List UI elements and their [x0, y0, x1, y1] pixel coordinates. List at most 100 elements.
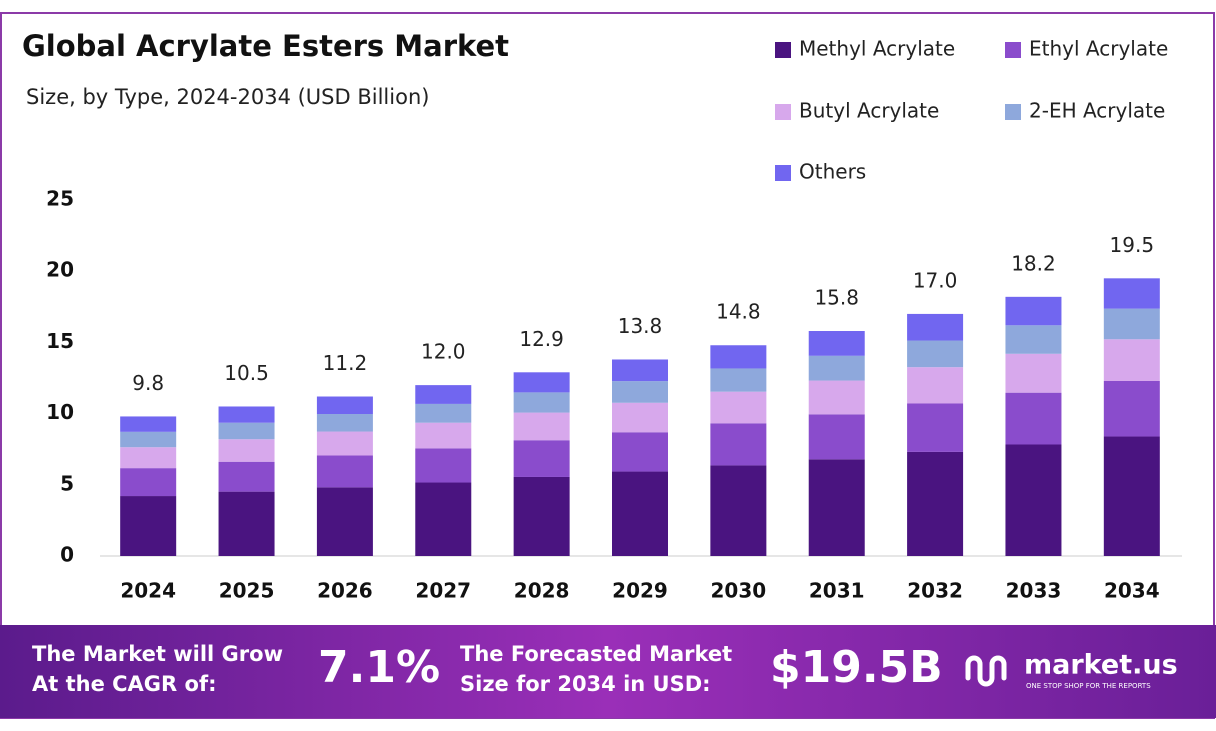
- bar-segment: [218, 491, 275, 556]
- bar-segment: [513, 412, 570, 441]
- x-tick-label: 2033: [1006, 579, 1062, 603]
- bar-segment: [415, 448, 472, 483]
- y-tick-label: 20: [46, 258, 74, 282]
- x-tick-label: 2024: [120, 579, 176, 603]
- x-tick-label: 2026: [317, 579, 373, 603]
- total-label: 11.2: [323, 351, 368, 375]
- bar-segment: [612, 381, 668, 403]
- bar-segment: [1005, 325, 1062, 354]
- chart-subtitle: Size, by Type, 2024-2034 (USD Billion): [26, 85, 429, 109]
- brand-logo: [965, 655, 1007, 687]
- bar-segment: [316, 455, 373, 488]
- x-tick-label: 2025: [219, 579, 275, 603]
- bar-segment: [1005, 353, 1062, 393]
- y-tick-label: 10: [46, 400, 74, 424]
- bar-segment: [316, 414, 373, 432]
- bar-segment: [612, 402, 668, 433]
- x-tick-label: 2028: [514, 579, 570, 603]
- bar-segment: [907, 340, 964, 368]
- footer-text: At the CAGR of:: [32, 672, 217, 696]
- legend-label: Ethyl Acrylate: [1029, 37, 1168, 61]
- bar-segment: [1103, 380, 1160, 437]
- bar-segment: [612, 471, 668, 556]
- bar-segment: [120, 468, 177, 497]
- bar-segment: [710, 391, 767, 424]
- total-label: 12.9: [519, 327, 564, 351]
- bar-segment: [1005, 444, 1062, 556]
- bar-segment: [415, 422, 472, 449]
- bar-segment: [316, 487, 373, 556]
- brand-tagline: ONE STOP SHOP FOR THE REPORTS: [1026, 682, 1151, 690]
- bar-segment: [612, 432, 668, 472]
- y-tick-label: 0: [60, 543, 74, 567]
- bar-segment: [415, 385, 472, 404]
- bar-segment: [1005, 296, 1062, 326]
- total-label: 18.2: [1011, 251, 1056, 275]
- bar-segment: [120, 416, 177, 432]
- footer-banner: [0, 625, 1216, 718]
- footer-text: Size for 2034 in USD:: [460, 672, 711, 696]
- brand: market.us: [1024, 650, 1178, 681]
- bar-segment: [808, 331, 865, 356]
- legend-swatch: [775, 42, 791, 58]
- bar-segment: [710, 345, 767, 369]
- bar-segment: [316, 396, 373, 415]
- total-label: 9.8: [132, 371, 164, 395]
- bar-segment: [612, 359, 668, 382]
- x-tick-label: 2034: [1104, 579, 1160, 603]
- legend-swatch: [775, 104, 791, 120]
- x-tick-label: 2031: [809, 579, 865, 603]
- total-label: 13.8: [618, 314, 663, 338]
- total-label: 14.8: [716, 300, 761, 324]
- bar-segment: [120, 496, 177, 556]
- bar-segment: [1103, 308, 1160, 340]
- bar-segment: [415, 482, 472, 556]
- x-tick-label: 2032: [907, 579, 963, 603]
- bar-segment: [710, 465, 767, 556]
- bar-segment: [120, 447, 177, 469]
- bar-segment: [710, 368, 767, 392]
- bar-segment: [218, 422, 275, 440]
- bar-segment: [808, 459, 865, 556]
- legend-label: Others: [799, 160, 866, 184]
- bar-segment: [218, 406, 275, 423]
- bar-segment: [218, 439, 275, 462]
- legend-label: 2-EH Acrylate: [1029, 99, 1165, 123]
- chart-title: Global Acrylate Esters Market: [22, 29, 509, 63]
- footer-text: The Market will Grow: [32, 642, 283, 666]
- forecast-value: $19.5B: [770, 642, 943, 693]
- bar-segment: [513, 392, 570, 413]
- legend-label: Butyl Acrylate: [799, 99, 939, 123]
- bar-segment: [513, 476, 570, 556]
- bar-segment: [808, 355, 865, 381]
- x-tick-label: 2029: [612, 579, 668, 603]
- cagr-value: 7.1%: [318, 642, 440, 693]
- bar-segment: [1103, 278, 1160, 309]
- bar-segment: [710, 423, 767, 466]
- bar-segment: [415, 403, 472, 423]
- bar-segment: [1103, 436, 1160, 556]
- bar-segment: [1005, 392, 1062, 445]
- bar-segment: [808, 380, 865, 415]
- y-tick-label: 25: [46, 187, 74, 211]
- x-tick-label: 2030: [711, 579, 767, 603]
- x-tick-label: 2027: [415, 579, 471, 603]
- legend-swatch: [1005, 42, 1021, 58]
- bar-segment: [218, 461, 275, 492]
- total-label: 19.5: [1110, 233, 1155, 257]
- bar-segment: [808, 414, 865, 460]
- total-label: 12.0: [421, 340, 466, 364]
- y-tick-label: 5: [60, 471, 74, 495]
- bar-segment: [907, 403, 964, 452]
- bar-segment: [316, 431, 373, 456]
- legend-label: Methyl Acrylate: [799, 37, 955, 61]
- legend-swatch: [1005, 104, 1021, 120]
- total-label: 10.5: [224, 361, 269, 385]
- bar-segment: [513, 372, 570, 393]
- bar-segment: [1103, 339, 1160, 381]
- bar-segment: [907, 451, 964, 556]
- bar-segment: [907, 313, 964, 341]
- y-tick-label: 15: [46, 329, 74, 353]
